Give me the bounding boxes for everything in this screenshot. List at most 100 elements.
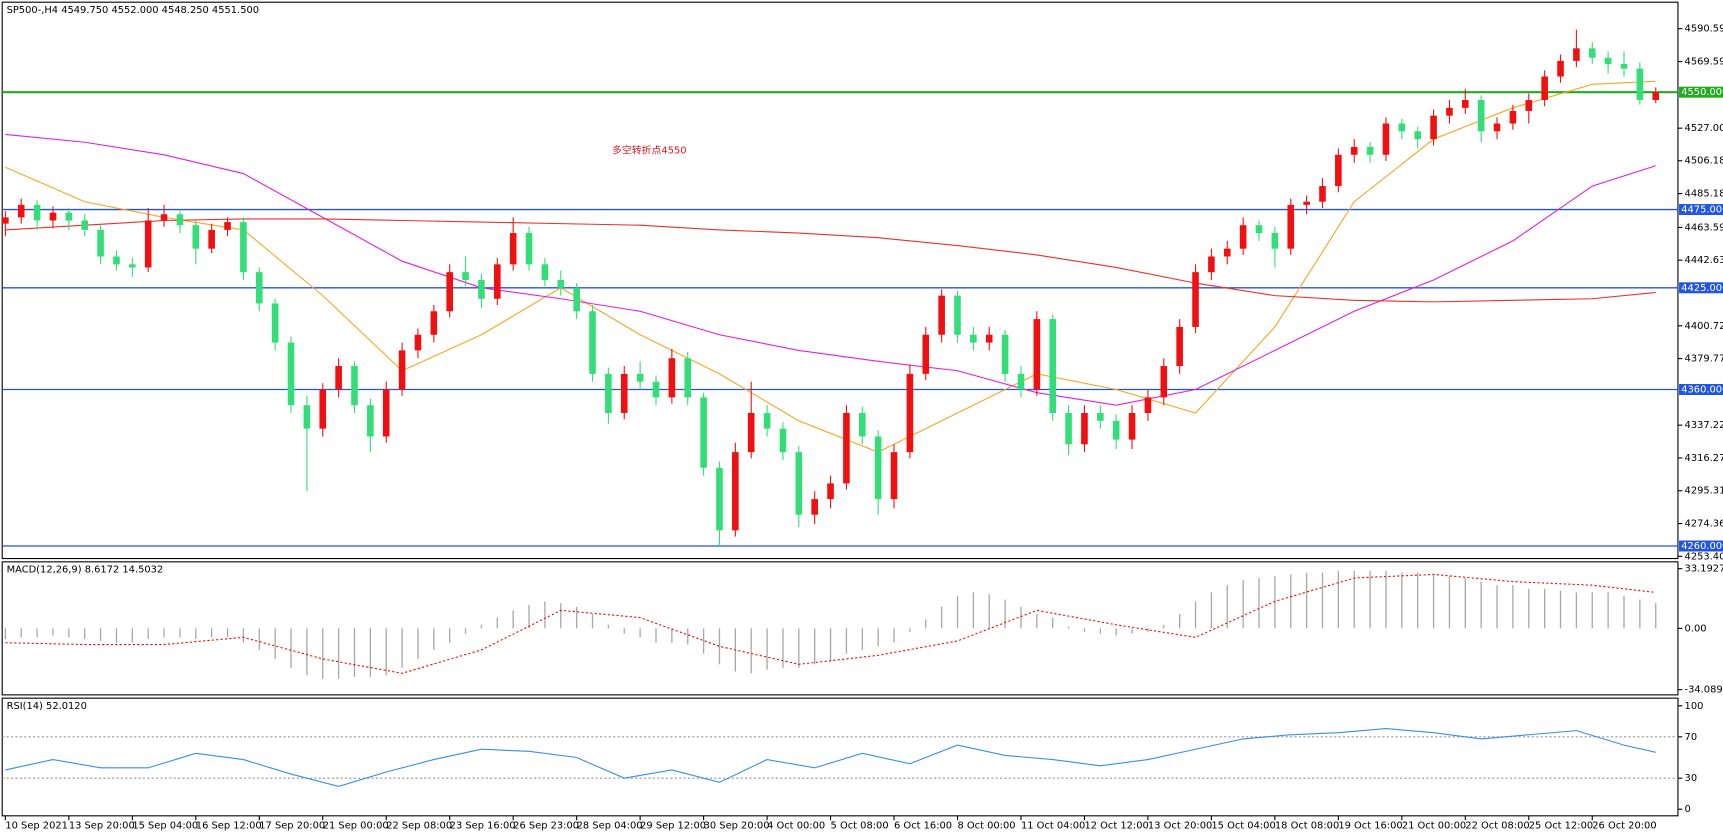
candle-body	[732, 452, 739, 531]
x-tick-label: 5 Oct 08:00	[831, 821, 889, 832]
x-tick-label: 10 Sep 2021	[5, 821, 68, 832]
candle-body	[1636, 68, 1644, 101]
candle-body	[827, 483, 834, 500]
candle-body	[1239, 225, 1247, 249]
candle-body	[17, 204, 25, 218]
x-tick-label: 6 Oct 16:00	[894, 821, 952, 832]
candle-body	[287, 342, 295, 406]
y-tick-label: 4337.225	[1685, 420, 1723, 431]
candle-body	[398, 350, 406, 390]
candle-body	[1604, 57, 1612, 65]
y-tick-label: 100	[1685, 701, 1704, 712]
y-tick-label: 4463.590	[1685, 222, 1723, 233]
candle-body	[160, 214, 168, 221]
candle-body	[1509, 110, 1517, 124]
candle-body	[144, 220, 152, 268]
x-tick-label: 26 Sep 23:00	[513, 821, 579, 832]
x-tick-label: 13 Sep 20:00	[69, 821, 135, 832]
candle-body	[811, 499, 818, 515]
candle-body	[271, 303, 279, 343]
candle-body	[1128, 412, 1136, 440]
x-tick-label: 8 Oct 00:00	[958, 821, 1016, 832]
candle-body	[1081, 412, 1088, 445]
level-label: 4475.000	[1681, 205, 1723, 216]
candle-body	[874, 436, 882, 500]
rsi-line	[5, 728, 1656, 788]
candle-body	[351, 366, 358, 406]
candle-body	[49, 212, 57, 221]
candle-body	[1414, 131, 1421, 140]
candle-body	[1223, 248, 1231, 257]
candle-body	[1065, 412, 1072, 445]
x-tick-label: 30 Sep 20:00	[704, 821, 770, 832]
y-tick-label: 4527.000	[1685, 123, 1723, 134]
x-tick-label: 29 Sep 12:00	[640, 821, 706, 832]
x-tick-label: 21 Sep 00:00	[323, 821, 389, 832]
y-tick-label: 33.1927	[1685, 564, 1723, 575]
candle-body	[1652, 92, 1660, 101]
candle-body	[81, 220, 89, 230]
level-label: 4425.000	[1681, 283, 1723, 294]
level-box	[1679, 86, 1723, 98]
candle-body	[97, 229, 104, 257]
level-box	[1679, 540, 1723, 552]
candle-body	[1160, 366, 1168, 398]
candle-body	[1430, 115, 1437, 140]
candle-body	[1001, 334, 1009, 374]
candle-body	[541, 264, 549, 280]
x-tick-label: 26 Oct 20:00	[1592, 821, 1656, 832]
x-tick-label: 18 Oct 08:00	[1275, 821, 1339, 832]
candle-body	[684, 358, 692, 398]
x-tick-label: 21 Oct 00:00	[1402, 821, 1466, 832]
candle-body	[1255, 225, 1263, 234]
x-tick-label: 16 Sep 12:00	[196, 821, 262, 832]
y-tick-label: 30	[1685, 773, 1698, 784]
candle-body	[1398, 123, 1406, 132]
x-tick-label: 28 Sep 04:00	[577, 821, 643, 832]
candle-body	[1573, 48, 1580, 61]
candle-body	[1271, 233, 1279, 249]
y-tick-label: 4316.270	[1685, 453, 1723, 464]
candle-body	[970, 334, 977, 343]
candle-body	[1303, 201, 1310, 205]
level-label: 4360.000	[1681, 385, 1723, 396]
candle-body	[1176, 326, 1183, 367]
candle-body	[430, 311, 438, 335]
x-tick-label: 23 Sep 16:00	[450, 821, 516, 832]
candle-body	[1366, 146, 1374, 155]
y-tick-label: 4295.315	[1685, 486, 1723, 497]
x-tick-label: 4 Oct 00:00	[767, 821, 825, 832]
candle-body	[938, 295, 945, 335]
candle-body	[1382, 123, 1390, 155]
candle-body	[620, 373, 628, 413]
candle-body	[2, 217, 9, 224]
candle-body	[240, 222, 247, 273]
candle-body	[65, 212, 73, 221]
x-tick-label: 22 Sep 08:00	[386, 821, 452, 832]
level-label: 4260.000	[1681, 541, 1723, 552]
candle-body	[367, 405, 374, 437]
candle-body	[605, 373, 612, 413]
panel-title: RSI(14) 52.0120	[7, 701, 87, 712]
candle-body	[509, 233, 517, 265]
panel-frame	[1, 697, 1679, 817]
candle-body	[414, 334, 422, 351]
candle-body	[319, 389, 327, 429]
candle-body	[636, 373, 644, 382]
candle-body	[1588, 48, 1596, 58]
y-tick-label: 4569.590	[1685, 57, 1723, 68]
y-tick-label: 4379.770	[1685, 354, 1723, 365]
candle-body	[1017, 373, 1025, 390]
candle-body	[747, 412, 755, 453]
candle-body	[1112, 420, 1120, 440]
y-tick-label: 4253.405	[1685, 551, 1723, 562]
panel-title: MACD(12,26,9) 8.6172 14.5032	[7, 565, 164, 576]
candle-body	[478, 279, 485, 299]
candle-body	[1335, 154, 1342, 187]
candle-body	[335, 366, 342, 390]
candle-body	[589, 311, 596, 374]
candle-body	[1033, 319, 1041, 390]
candle-body	[922, 334, 930, 374]
candle-body	[1097, 412, 1104, 421]
